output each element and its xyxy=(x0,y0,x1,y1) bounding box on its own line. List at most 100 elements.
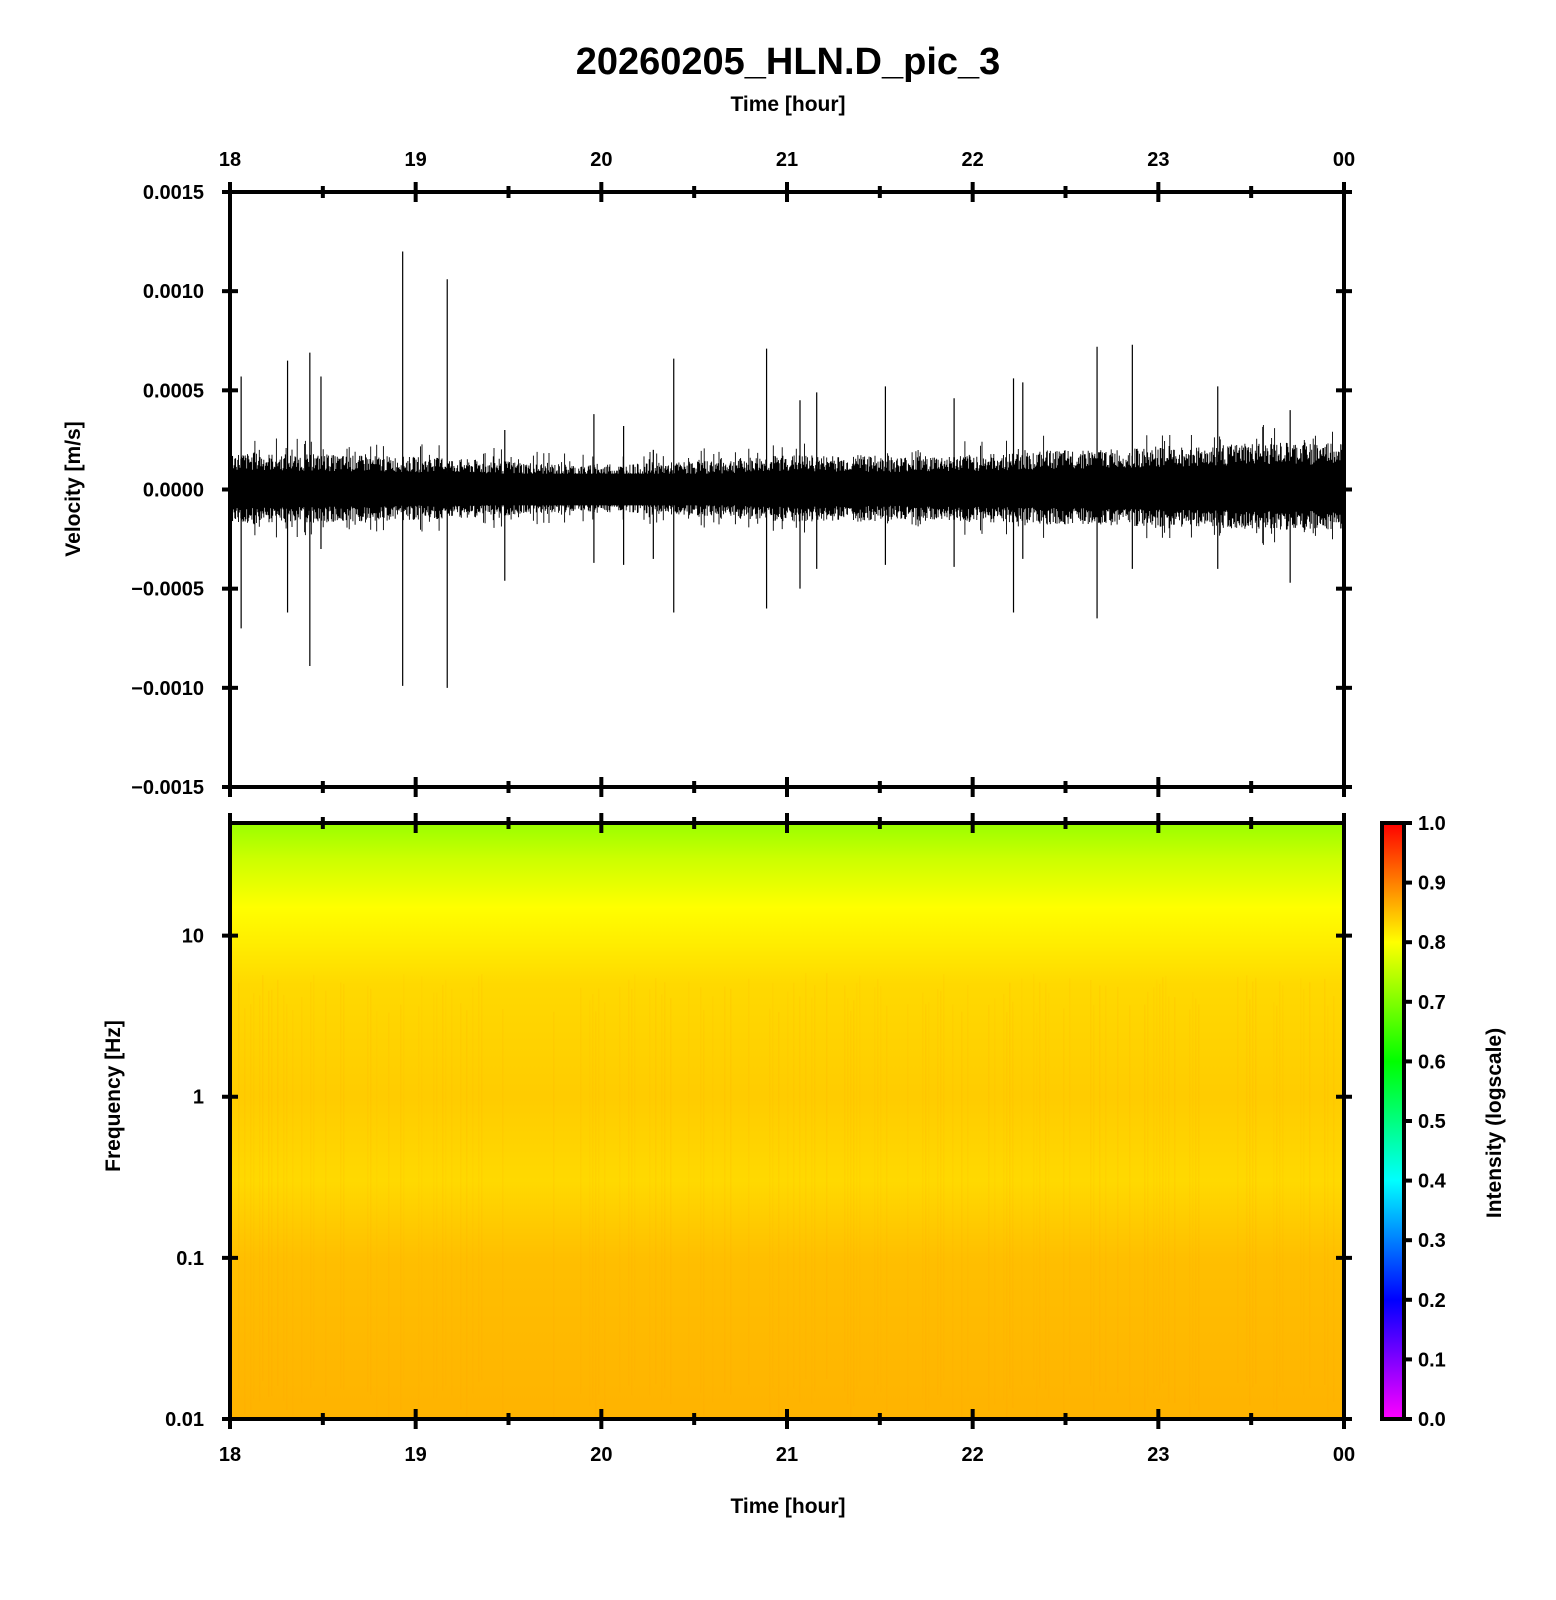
spectrogram-stripe xyxy=(907,1004,909,1411)
spectrogram-stripe xyxy=(313,974,315,1381)
spectrogram-stripe xyxy=(661,994,663,1401)
spectrogram-stripe xyxy=(451,989,453,1396)
spectrogram-stripe xyxy=(238,982,240,1389)
spectrogram-stripe xyxy=(604,1002,606,1409)
spectrogram-stripe xyxy=(1045,983,1047,1390)
colorbar-tick-label: 0.5 xyxy=(1418,1111,1446,1133)
spectrogram-stripe xyxy=(853,1000,855,1407)
spectrogram-stripe xyxy=(922,992,924,1399)
spectrogram-stripe xyxy=(589,1000,591,1407)
spectrogram-stripe xyxy=(343,983,345,1390)
spectrogram-stripe xyxy=(826,973,828,1380)
colorbar-tick-label: 1.0 xyxy=(1418,813,1446,835)
top-x-tick-label: 00 xyxy=(1333,149,1355,171)
spectrogram-stripe xyxy=(772,982,774,1389)
spectrogram-stripe xyxy=(421,976,423,1383)
spectrogram-stripe xyxy=(277,979,279,1386)
colorbar-label: Intensity (logscale) xyxy=(1483,1028,1506,1218)
spectrogram-stripe xyxy=(1168,996,1170,1403)
spectrogram-stripe xyxy=(811,997,813,1404)
spectrogram-stripe xyxy=(310,981,312,1388)
colorbar-tick-label: 0.0 xyxy=(1418,1409,1446,1431)
waveform-spikes xyxy=(240,251,1291,688)
spectrogram-stripe xyxy=(1300,977,1302,1384)
spectrogram-stripe xyxy=(253,992,255,1399)
spectrogram-stripe xyxy=(1009,982,1011,1389)
spectrogram-stripe xyxy=(670,998,672,1405)
waveform-y-tick-label: −0.0015 xyxy=(131,777,204,799)
spectrogram-stripe xyxy=(502,1008,504,1415)
spectrogram-stripe xyxy=(769,1008,771,1415)
spectrogram-stripe xyxy=(283,994,285,1401)
colorbar-tick-label: 0.1 xyxy=(1418,1349,1446,1371)
spectrogram-stripe xyxy=(367,985,369,1392)
spectrogram-stripe xyxy=(400,1004,402,1411)
spectrogram-stripe xyxy=(961,1011,963,1418)
spectrogram-stripe xyxy=(1099,985,1101,1392)
spectrogram-stripe xyxy=(967,985,969,1392)
spectrogram-stripe xyxy=(460,1003,462,1410)
spectrogram-stripe xyxy=(1048,992,1050,1399)
spectrogram-stripe xyxy=(1165,975,1167,1382)
waveform-y-tick-label: 0.0005 xyxy=(143,380,204,402)
waveform-core xyxy=(230,473,1344,506)
spectrogram-y-tick-label: 0.01 xyxy=(165,1409,204,1431)
spectrogram-stripe xyxy=(1309,982,1311,1389)
spectrogram-stripe xyxy=(1147,991,1149,1398)
waveform-y-axis-label: Velocity [m/s] xyxy=(62,421,85,556)
spectrogram-stripe xyxy=(286,1003,288,1410)
spectrogram-stripe xyxy=(712,996,714,1403)
spectrogram-stripe xyxy=(1117,986,1119,1393)
waveform-panel xyxy=(228,190,1346,789)
spectrogram-stripe xyxy=(1063,1008,1065,1415)
spectrogram-stripe xyxy=(472,987,474,1394)
bottom-x-tick-label: 20 xyxy=(590,1444,612,1466)
spectrogram-stripe xyxy=(436,992,438,1399)
spectrogram-stripe xyxy=(1333,996,1335,1403)
top-x-tick-label: 20 xyxy=(590,149,612,171)
waveform-y-tick-label: −0.0005 xyxy=(131,579,204,601)
spectrogram-stripe xyxy=(664,982,666,1389)
spectrogram-stripe xyxy=(592,994,594,1401)
spectrogram-stripe xyxy=(994,998,996,1405)
spectrogram-stripe xyxy=(928,1002,930,1409)
spectrogram-stripe xyxy=(1276,1005,1278,1412)
spectrogram-stripe xyxy=(952,1004,954,1411)
colorbar-tick-label: 0.9 xyxy=(1418,873,1446,895)
spectrogram-stripe xyxy=(700,987,702,1394)
top-x-tick-label: 21 xyxy=(776,149,798,171)
spectrogram-stripe xyxy=(1255,977,1257,1384)
spectrogram-stripe xyxy=(268,990,270,1397)
spectrogram-stripe xyxy=(1174,997,1176,1404)
spectrogram-stripe xyxy=(1012,1001,1014,1408)
spectrogram-stripe xyxy=(1129,1005,1131,1412)
spectrogram-stripe xyxy=(445,979,447,1386)
spectrogram-stripe xyxy=(925,1004,927,1411)
spectrogram-stripe xyxy=(250,1004,252,1411)
bottom-x-tick-label: 23 xyxy=(1147,1444,1169,1466)
spectrogram-stripe xyxy=(301,997,303,1404)
spectrogram-stripe xyxy=(937,988,939,1395)
spectrogram-stripe xyxy=(466,1010,468,1417)
spectrogram-stripe xyxy=(244,1008,246,1415)
spectrogram-stripe xyxy=(442,984,444,1391)
spectrogram-stripe xyxy=(1159,984,1161,1391)
spectrogram-stripe xyxy=(1003,993,1005,1400)
spectrogram-stripe xyxy=(1192,992,1194,1399)
spectrogram-stripe xyxy=(1189,1009,1191,1416)
spectrogram-y-tick-label: 10 xyxy=(182,926,204,948)
spectrogram-stripe xyxy=(856,982,858,1389)
spectrogram-texture xyxy=(238,973,1335,1419)
spectrogram-stripe xyxy=(1093,1004,1095,1411)
spectrogram-stripe xyxy=(433,992,435,1399)
spectrogram-stripe xyxy=(940,991,942,1398)
spectrogram-stripe xyxy=(1303,988,1305,1395)
spectrogram-panel xyxy=(228,821,1346,1421)
spectrogram-stripe xyxy=(1039,982,1041,1389)
spectrogram-stripe xyxy=(724,986,726,1393)
axes-tick-labels: 18 18 19 19 20 20 21 21 22 22 23 23 00 00 0.0015 0.0010… xyxy=(131,149,1447,1466)
spectrogram-stripe xyxy=(988,1004,990,1411)
bottom-x-tick-label: 18 xyxy=(219,1444,241,1466)
colorbar-tick-label: 0.7 xyxy=(1418,992,1446,1014)
